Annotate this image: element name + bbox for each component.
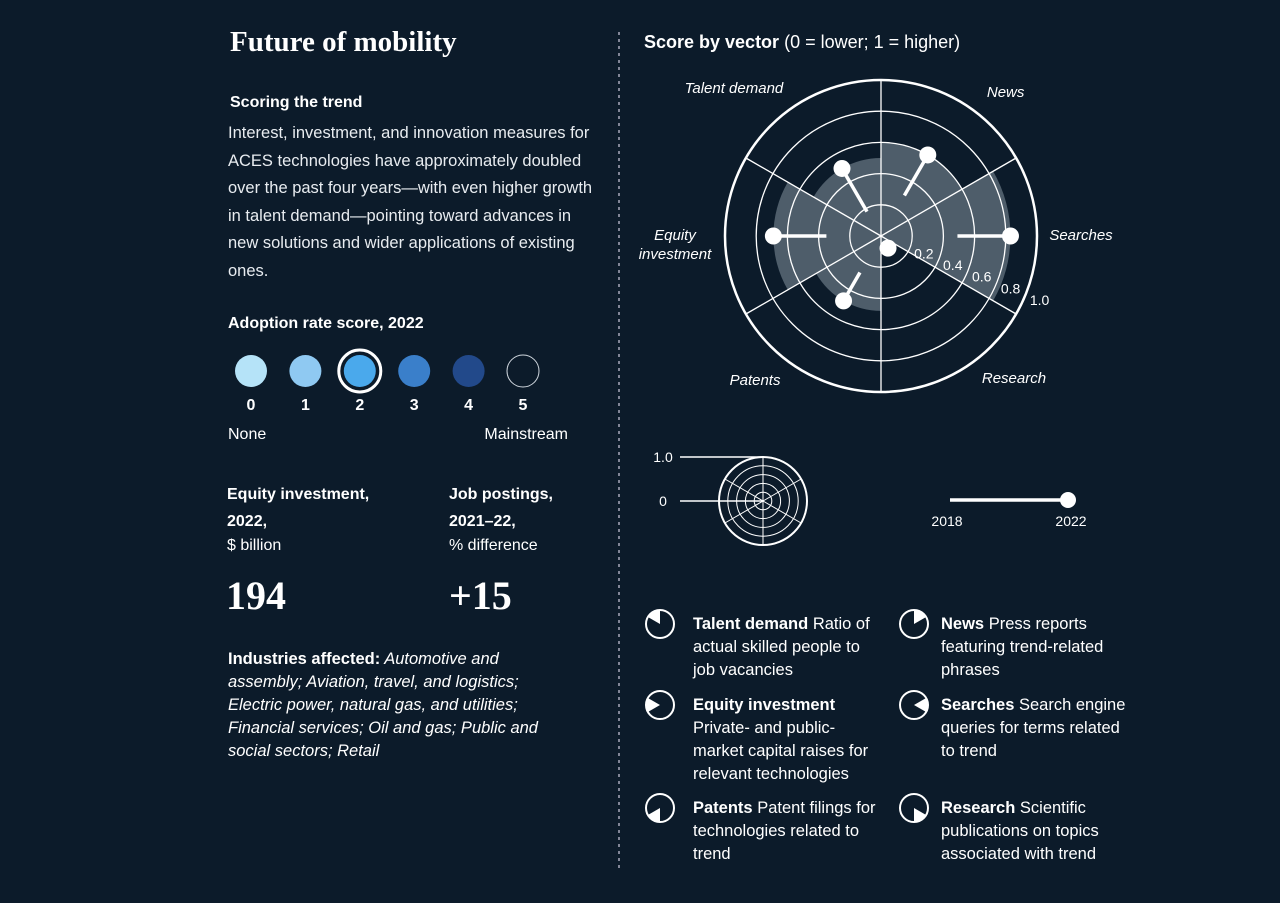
dot-2022 (764, 227, 782, 245)
industries-label: Industries affected: (228, 650, 381, 668)
definition-text: Private- and public-market capital raise… (693, 719, 869, 783)
sector-shade (816, 236, 881, 311)
definition-term: News (941, 615, 985, 633)
level-swatch (452, 355, 485, 387)
scoring-text: Interest, investment, and innovation mea… (228, 124, 593, 280)
definition-text: Scientific publications on topics associ… (941, 799, 1099, 863)
ring-label: 0.4 (943, 257, 963, 273)
metric-heading: Equity investment, 2022, (227, 486, 370, 530)
definition-term: Talent demand (693, 615, 809, 633)
dot-2022 (835, 292, 853, 310)
chart-title: Score by vector (644, 32, 779, 52)
definition-text: Search engine queries for terms related … (941, 696, 1126, 760)
metric-unit: % difference (449, 537, 538, 554)
category-label: News (986, 83, 1025, 101)
level-label: 4 (464, 397, 474, 414)
definition: Talent demand Ratio of actual skilled pe… (693, 613, 881, 682)
spoke (880, 157, 1017, 237)
definition: Searches Search engine queries for terms… (941, 694, 1129, 763)
metric-heading: Job postings, 2021–22, (449, 486, 553, 530)
level-swatch (343, 355, 376, 387)
level-swatch (506, 354, 540, 388)
spoke (745, 235, 882, 315)
high-label: Mainstream (484, 426, 568, 443)
vector-icon-wedge (647, 610, 660, 624)
level-label: 5 (518, 397, 528, 414)
vector-icon-wedge (914, 610, 927, 624)
definition: Research Scientific publications on topi… (941, 797, 1129, 866)
key-tick-label: 0 (659, 493, 667, 509)
level-label: 3 (409, 397, 419, 414)
chart-heading: Score by vector (0 = lower; 1 = higher) (644, 32, 960, 52)
definition: News Press reports featuring trend-relat… (941, 613, 1129, 682)
definition-text: Press reports featuring trend-related ph… (941, 615, 1104, 679)
level-label: 0 (246, 397, 256, 414)
category-label: Talent demand (684, 79, 784, 97)
ring-label: 1.0 (1030, 292, 1050, 308)
definition: Patents Patent filings for technologies … (693, 797, 881, 866)
title: Future of mobility (230, 26, 457, 58)
definition-term: Equity investment (693, 696, 836, 714)
category-label: Searches (1049, 227, 1113, 244)
adoption-heading: Adoption rate score, 2022 (228, 315, 424, 332)
industries: Industries affected: Automotive and asse… (228, 648, 573, 763)
sector-shade (881, 171, 1011, 301)
level-label: 2 (355, 397, 365, 414)
level-label: 1 (300, 397, 310, 414)
definition-text: Patent filings for technologies related … (693, 799, 876, 863)
metric-unit: $ billion (227, 537, 282, 554)
dot-2022 (833, 159, 851, 177)
ring-label: 0.2 (914, 245, 934, 261)
sector-shade (773, 182, 881, 290)
definition-term: Research (941, 799, 1016, 817)
level-swatch (289, 355, 322, 387)
metric-value: 194 (226, 573, 286, 618)
vector-icon-wedge (914, 698, 928, 712)
industries-text: Automotive and assembly; Aviation, trave… (228, 650, 538, 760)
spoke (880, 235, 1017, 315)
metric-value: +15 (449, 573, 512, 618)
time-key-label: 2022 (1055, 513, 1086, 529)
spoke (745, 157, 882, 237)
ring-label: 0.8 (1001, 280, 1021, 296)
selected-ring (337, 348, 383, 394)
level-swatch (235, 355, 267, 387)
definition: Equity investment Private- and public-ma… (693, 694, 881, 786)
time-key-dot (1060, 492, 1076, 508)
definition-term: Searches (941, 696, 1015, 714)
dot-2022 (919, 146, 937, 164)
key-spoke (724, 478, 764, 502)
chart-subtitle: (0 = lower; 1 = higher) (784, 32, 960, 52)
category-label: Equity investment (638, 227, 712, 263)
key-spoke (762, 500, 802, 524)
ring-label: 0.6 (972, 269, 992, 285)
dot-2022 (1001, 227, 1019, 245)
low-label: None (228, 426, 267, 443)
vector-icon-wedge (914, 808, 927, 822)
vector-icon-wedge (646, 698, 660, 712)
category-label: Patents (729, 371, 781, 389)
key-spoke (762, 478, 802, 502)
scoring-heading: Scoring the trend (230, 94, 363, 111)
time-key-label: 2018 (931, 513, 962, 529)
sector-shade (813, 158, 881, 236)
definition-text: Ratio of actual skilled people to job va… (693, 615, 870, 679)
definition-term: Patents (693, 799, 753, 817)
vector-icon-wedge (647, 808, 660, 822)
key-tick-label: 1.0 (653, 449, 673, 465)
category-label: Research (981, 369, 1047, 387)
key-spoke (724, 500, 764, 524)
dot-2022 (879, 239, 897, 257)
level-swatch (398, 355, 431, 387)
